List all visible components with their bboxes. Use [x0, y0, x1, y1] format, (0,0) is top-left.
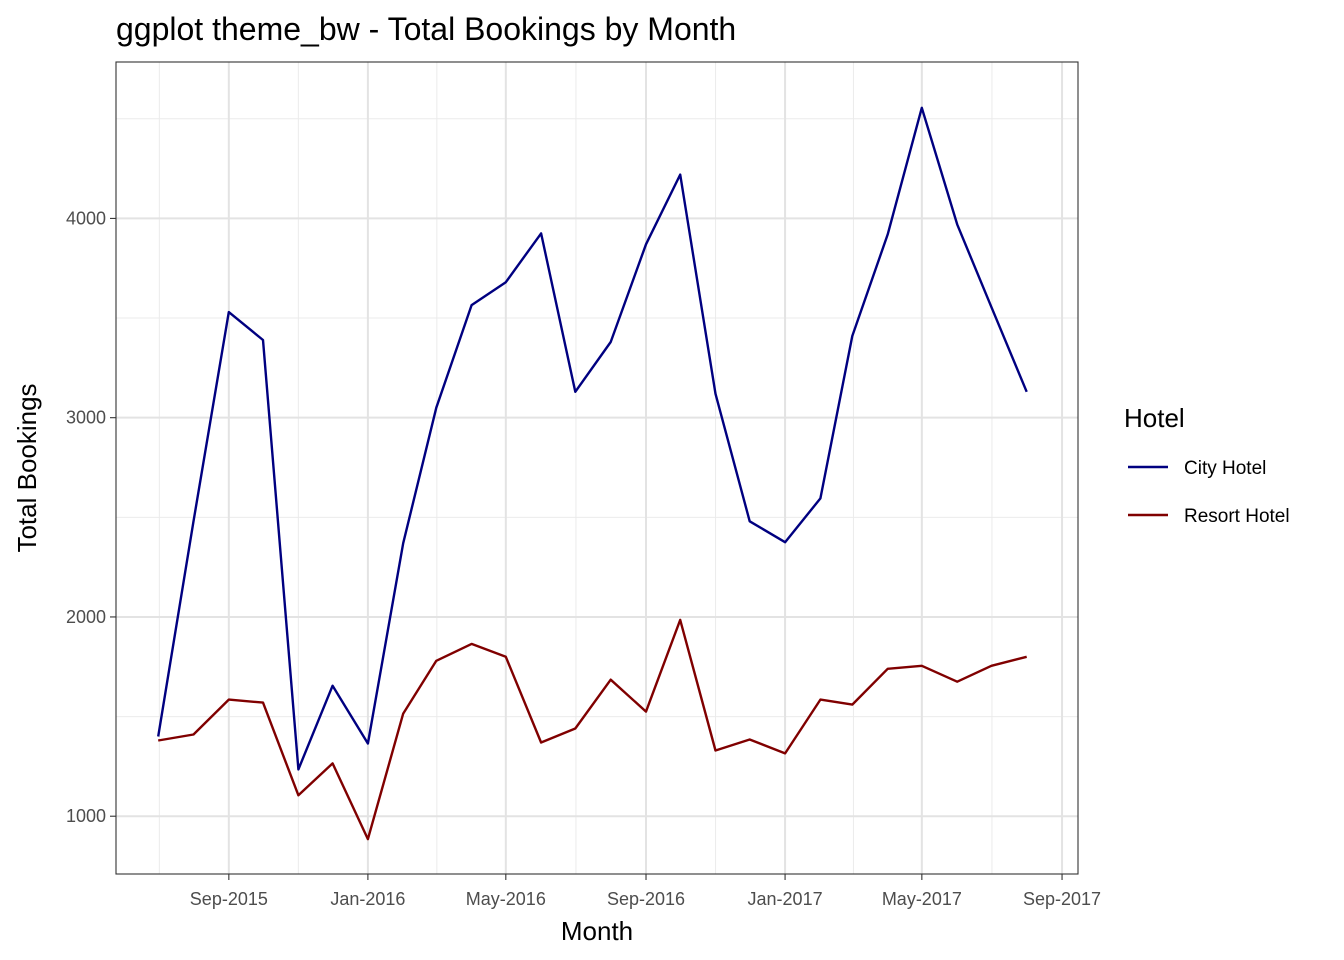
x-axis-title: Month [561, 916, 633, 946]
minor-gridlines [116, 62, 1078, 874]
plot-panel-border [115, 61, 1079, 875]
plot-background [116, 62, 1078, 874]
series-lines [157, 106, 1028, 841]
y-tick-label: 3000 [66, 408, 106, 428]
series-line-city-hotel [157, 106, 1028, 771]
y-axis-title: Total Bookings [12, 383, 42, 552]
y-tick-label: 2000 [66, 607, 106, 627]
legend-label: Resort Hotel [1184, 506, 1290, 527]
x-tick-label: Jan-2017 [748, 889, 823, 909]
legend-label: City Hotel [1184, 458, 1266, 479]
x-tick-label: Jan-2016 [330, 889, 405, 909]
x-axis: Sep-2015 Jan-2016 May-2016 Sep-2016 Jan-2017… [190, 874, 1101, 909]
x-tick-label: Sep-2015 [190, 889, 268, 909]
major-gridlines [116, 62, 1078, 874]
legend-items: City Hotel Resort Hotel [1128, 458, 1290, 527]
legend-title: Hotel [1124, 403, 1185, 433]
y-tick-label: 4000 [66, 208, 106, 228]
x-tick-label: Sep-2017 [1023, 889, 1101, 909]
chart-title: ggplot theme_bw - Total Bookings by Mont… [116, 11, 736, 47]
x-tick-label: May-2017 [882, 889, 962, 909]
x-tick-label: May-2016 [466, 889, 546, 909]
y-axis: 1000 2000 3000 4000 [66, 208, 116, 826]
x-tick-label: Sep-2016 [607, 889, 685, 909]
series-line-resort-hotel [157, 618, 1027, 841]
y-tick-label: 1000 [66, 806, 106, 826]
legend: Hotel City Hotel Resort Hotel [1124, 403, 1290, 527]
